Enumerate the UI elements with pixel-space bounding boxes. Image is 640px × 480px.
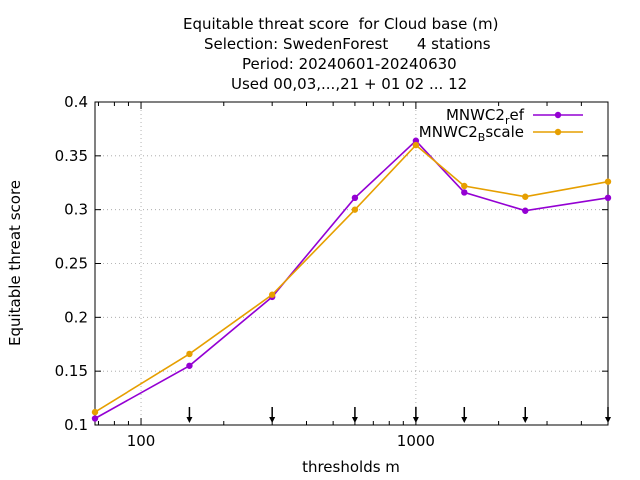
series-point-0 — [604, 194, 612, 202]
legend-label-0: MNWC2ref — [446, 106, 525, 127]
y-tick-label: 0.15 — [55, 362, 88, 380]
threshold-arrow-head — [522, 417, 529, 423]
threshold-arrow-head — [412, 417, 419, 423]
series-point-0 — [186, 362, 193, 369]
series-point-1 — [186, 350, 193, 358]
series-point-1 — [91, 408, 99, 416]
series-point-0 — [461, 189, 468, 196]
legend-label-1: MNWC2Bscale — [419, 123, 524, 144]
series-point-0 — [522, 207, 529, 214]
series-line-0 — [94, 139, 609, 420]
legend-marker-0 — [554, 111, 562, 119]
title-line-4: Used 00,03,...,21 + 01 02 ... 12 — [231, 75, 468, 93]
threshold-arrow-head — [269, 417, 276, 423]
y-axis-label: Equitable threat score — [6, 179, 24, 347]
threshold-arrow-head — [186, 417, 193, 423]
y-tick-label: 0.25 — [55, 255, 88, 273]
series-point-1 — [522, 193, 529, 200]
x-axis-label: thresholds m — [302, 458, 400, 476]
x-tick-label: 1000 — [397, 432, 435, 450]
series-point-1 — [461, 182, 468, 190]
series-point-0 — [91, 415, 99, 422]
threshold-arrow-head — [351, 417, 358, 423]
title-line-3: Period: 20240601-20240630 — [242, 55, 457, 73]
x-tick-label: 100 — [127, 432, 156, 450]
threshold-arrow-head — [461, 417, 468, 423]
y-tick-label: 0.4 — [64, 93, 88, 111]
title-line-1: Equitable threat score for Cloud base (m… — [183, 15, 499, 33]
series-point-1 — [268, 291, 276, 298]
threshold-arrow-head — [605, 417, 611, 423]
title-line-2: Selection: SwedenForest 4 stations — [204, 35, 491, 53]
y-tick-label: 0.3 — [64, 201, 88, 219]
y-tick-label: 0.1 — [64, 416, 88, 434]
series-point-0 — [351, 194, 359, 202]
y-tick-label: 0.2 — [64, 308, 88, 326]
legend-marker-1 — [554, 128, 562, 136]
series-point-1 — [412, 141, 420, 149]
series-line-1 — [94, 144, 609, 413]
series-point-1 — [604, 178, 612, 185]
series-point-1 — [351, 206, 359, 213]
y-tick-label: 0.35 — [55, 147, 88, 165]
